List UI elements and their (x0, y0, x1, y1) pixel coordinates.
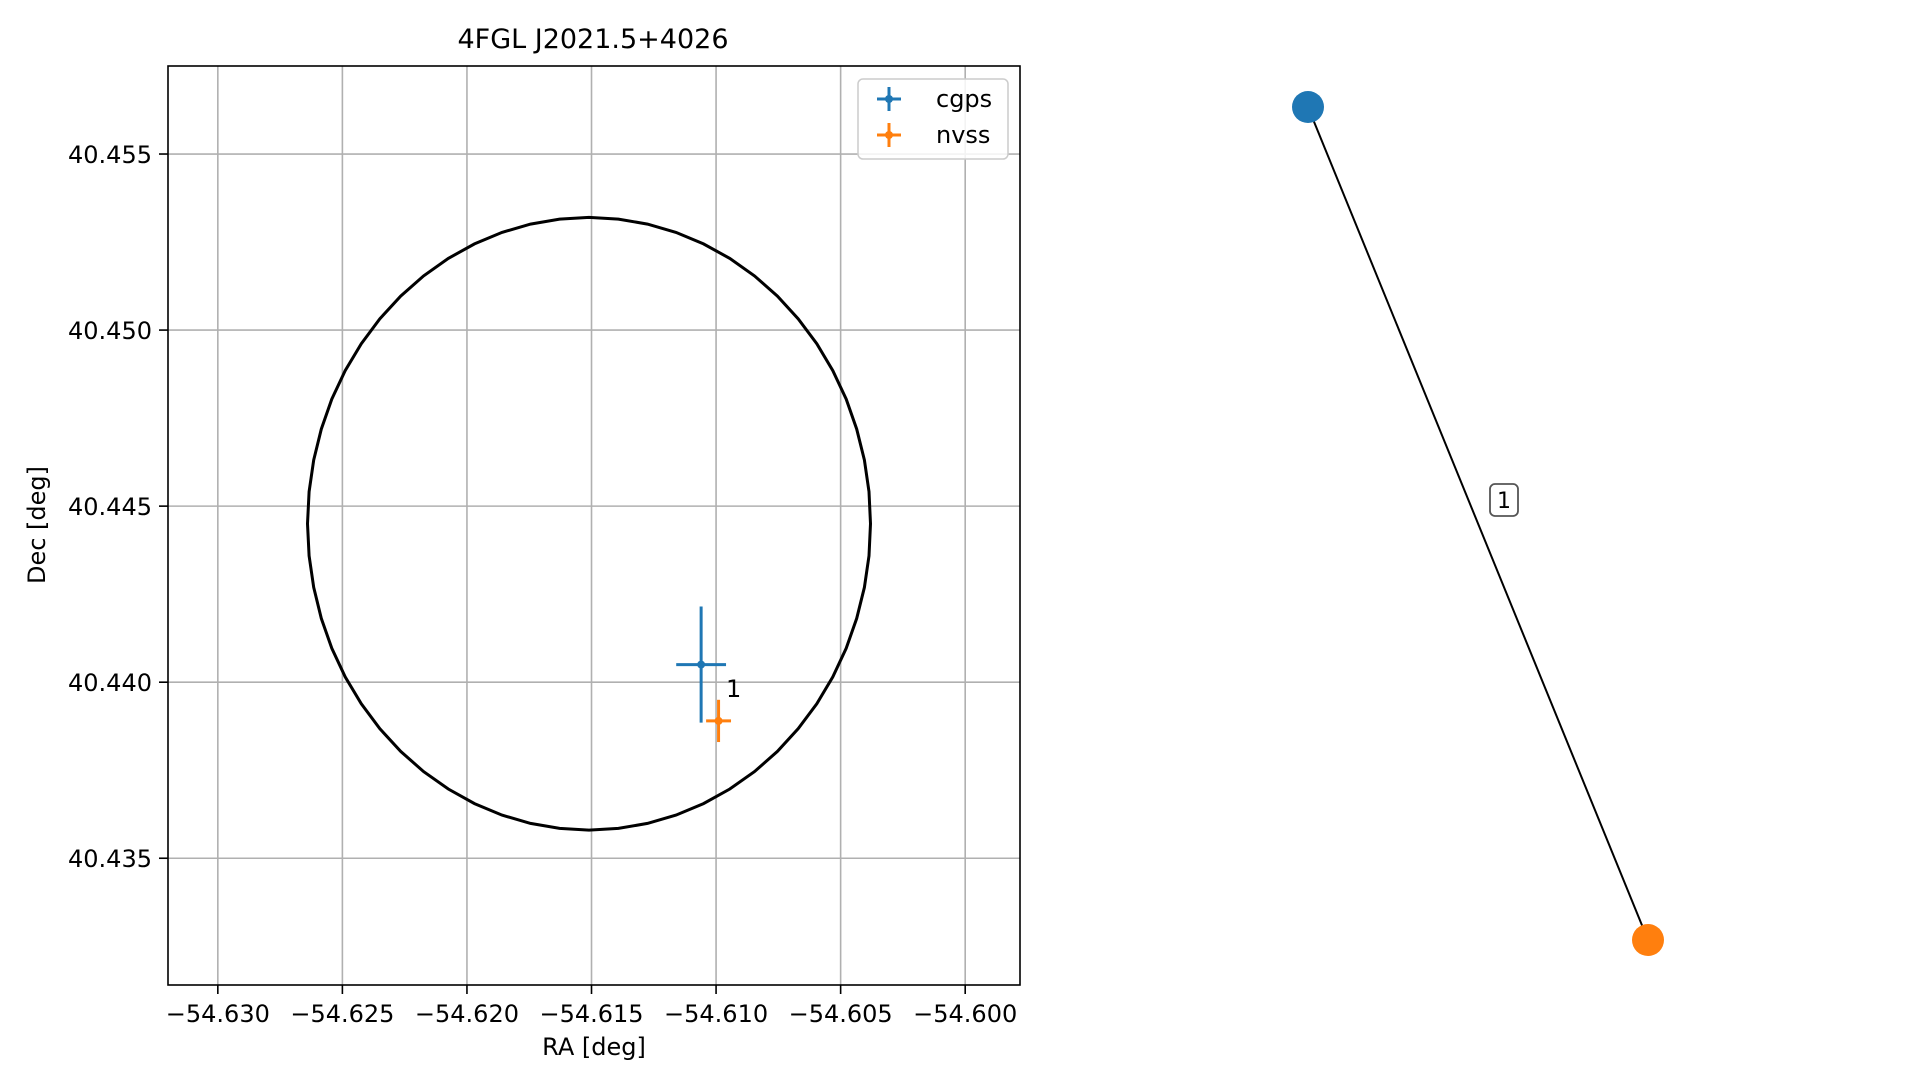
point-marker (714, 716, 723, 725)
match-annotation: 1 (726, 675, 741, 703)
legend-label-nvss: nvss (936, 121, 990, 149)
x-tick-label: −54.600 (913, 1000, 1017, 1028)
legend: cgps nvss (857, 78, 1009, 160)
point-nvss (706, 699, 732, 743)
y-tick-label: 40.440 (68, 669, 152, 697)
edge-label: 1 (1497, 489, 1511, 514)
graph-node-cgps (1292, 91, 1324, 123)
sky-plot: 4FGL J2021.5+4026 −54.630 −54.625 −54.620−… (23, 24, 1021, 1061)
legend-marker-dot (885, 95, 893, 103)
uncertainty-ellipse (305, 215, 873, 832)
chart-title: 4FGL J2021.5+4026 (457, 24, 728, 55)
legend-entry-nvss (877, 123, 901, 147)
y-tick-label: 40.455 (68, 141, 152, 169)
plot-frame (167, 65, 1021, 986)
x-tick-label: −54.620 (415, 1000, 519, 1028)
data-points (676, 606, 732, 743)
edge-label-box (1489, 483, 1519, 517)
graph-edge (1307, 106, 1649, 941)
y-tick-label: 40.450 (68, 317, 152, 345)
legend-label-cgps: cgps (936, 85, 992, 113)
legend-entry-cgps (877, 87, 901, 111)
point-marker (697, 660, 706, 669)
y-tick-label: 40.435 (68, 845, 152, 873)
x-axis-ticks: −54.630 −54.625 −54.620 −54.615 −54.610 −54.6… (166, 985, 1017, 1028)
y-axis-ticks: 40.435 40.440 40.445 40.450 40.455 (68, 141, 168, 873)
x-tick-label: −54.630 (166, 1000, 270, 1028)
y-axis-label: Dec [deg] (23, 466, 51, 584)
x-tick-label: −54.605 (789, 1000, 893, 1028)
x-tick-label: −54.625 (290, 1000, 394, 1028)
x-tick-label: −54.615 (539, 1000, 643, 1028)
x-axis-label: RA [deg] (542, 1033, 646, 1061)
match-graph: 1 (1292, 91, 1664, 956)
grid-lines (168, 66, 1020, 985)
graph-node-nvss (1632, 924, 1664, 956)
y-tick-label: 40.445 (68, 493, 152, 521)
legend-marker-dot (885, 131, 893, 139)
x-tick-label: −54.610 (664, 1000, 768, 1028)
point-cgps (676, 606, 727, 723)
